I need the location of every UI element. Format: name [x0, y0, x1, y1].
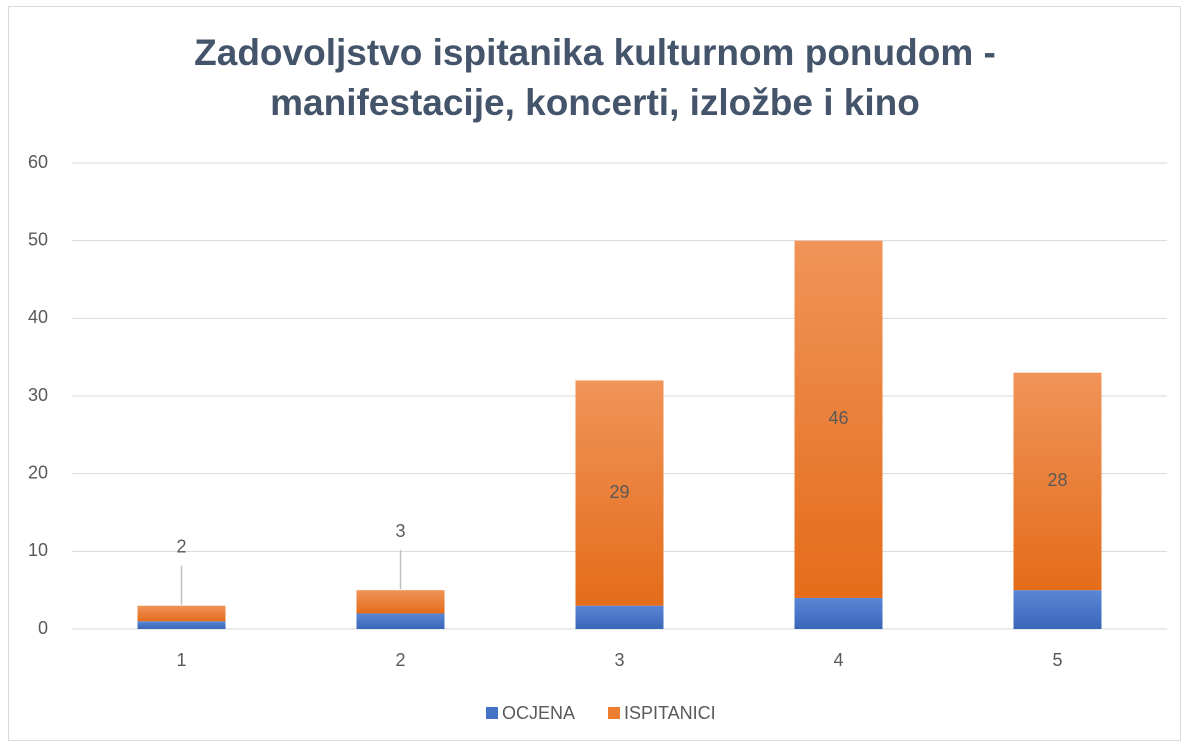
- data-label: 2: [176, 536, 186, 556]
- bar-segment: [356, 613, 445, 629]
- chart-title: Zadovoljstvo ispitanika kulturnom ponudo…: [194, 32, 996, 123]
- y-tick-label: 30: [28, 385, 48, 405]
- bar-segment: [356, 590, 445, 614]
- y-tick-label: 40: [28, 307, 48, 327]
- bar-segment: [794, 240, 883, 598]
- y-tick-label: 60: [28, 152, 48, 172]
- y-tick-label: 20: [28, 462, 48, 482]
- data-label: 46: [828, 408, 848, 428]
- legend-swatch: [486, 707, 498, 719]
- bar-segment: [1013, 590, 1102, 629]
- bar-segment: [137, 605, 226, 622]
- x-tick-label: 5: [1052, 650, 1062, 670]
- bar-segment: [794, 597, 883, 629]
- y-tick-label: 0: [38, 618, 48, 638]
- legend-label: OCJENA: [502, 703, 575, 723]
- legend-label: ISPITANICI: [624, 703, 716, 723]
- bar-segment: [137, 621, 226, 629]
- x-tick-label: 3: [614, 650, 624, 670]
- data-label: 3: [395, 521, 405, 541]
- data-label: 29: [609, 482, 629, 502]
- legend-swatch: [608, 707, 620, 719]
- data-label: 28: [1047, 470, 1067, 490]
- x-tick-label: 1: [176, 650, 186, 670]
- y-tick-label: 10: [28, 540, 48, 560]
- x-tick-label: 2: [395, 650, 405, 670]
- bar-segment: [575, 380, 664, 606]
- bar-segment: [1013, 372, 1102, 591]
- y-tick-label: 50: [28, 229, 48, 249]
- x-tick-label: 4: [833, 650, 843, 670]
- bar-segment: [575, 605, 664, 629]
